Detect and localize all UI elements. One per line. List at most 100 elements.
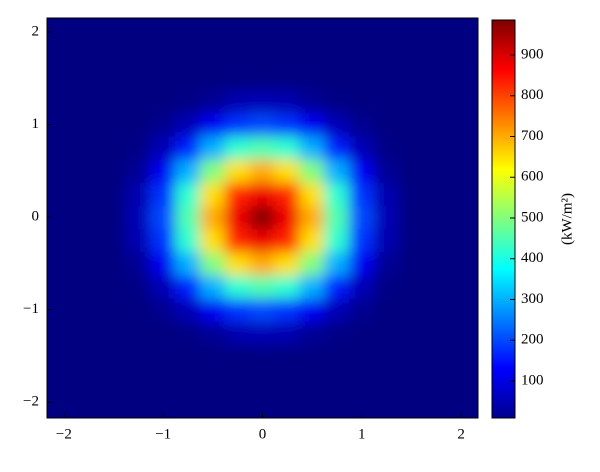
heatmap-cell xyxy=(423,205,450,230)
heatmap-cell xyxy=(150,66,177,91)
heatmap-cell xyxy=(125,228,152,253)
heatmap-cell xyxy=(348,228,375,253)
colorbar-tick-label: 800 xyxy=(521,87,544,103)
heatmap-cell xyxy=(274,390,301,415)
heatmap-cell xyxy=(398,320,425,345)
heatmap-cell xyxy=(100,112,127,137)
heatmap-cell xyxy=(423,112,450,137)
heatmap-cell xyxy=(75,343,102,369)
heatmap-cell xyxy=(75,274,102,299)
heatmap-cell xyxy=(324,19,350,44)
colorbar-tick-label: 400 xyxy=(521,250,544,266)
heatmap-cell xyxy=(373,274,400,299)
heatmap-cell xyxy=(448,205,475,230)
heatmap-cell xyxy=(199,19,226,44)
heatmap-cell xyxy=(398,297,425,322)
colorbar-label: (kW/m²) xyxy=(559,193,575,245)
heatmap-cell xyxy=(274,89,301,114)
heatmap-cell xyxy=(150,112,177,137)
heatmap-cell xyxy=(398,135,425,160)
heatmap-cell xyxy=(125,343,152,369)
heatmap-cell xyxy=(150,181,177,206)
heatmap-cell xyxy=(423,390,450,415)
heatmap-cell xyxy=(373,228,400,253)
heatmap-cell xyxy=(324,228,350,253)
heatmap-cell xyxy=(175,205,201,230)
heatmap-cell xyxy=(299,89,326,114)
heatmap-cell xyxy=(175,367,201,392)
y-tick-label: −2 xyxy=(23,394,39,410)
heatmap-cell xyxy=(299,251,326,276)
heatmap-cell xyxy=(299,205,326,230)
heatmap-cell xyxy=(423,320,450,345)
heatmap-cell xyxy=(50,343,77,369)
heatmap-cell xyxy=(324,66,350,91)
heatmap-cell xyxy=(50,158,77,183)
heatmap-cell xyxy=(224,297,251,322)
heatmap-cell xyxy=(100,297,127,322)
heatmap-cell xyxy=(75,42,102,68)
heatmap-cell xyxy=(175,274,201,299)
heatmap-cell xyxy=(249,135,276,160)
heatmap-cell xyxy=(299,297,326,322)
heatmap-cell xyxy=(373,112,400,137)
heatmap-cell xyxy=(448,343,475,369)
heatmap-cell xyxy=(274,228,301,253)
heatmap-cell xyxy=(373,297,400,322)
heatmap-cell xyxy=(249,112,276,137)
heatmap-cell xyxy=(423,228,450,253)
heatmap-cell xyxy=(100,205,127,230)
heatmap-cell xyxy=(224,367,251,392)
colorbar-tick-label: 700 xyxy=(521,128,544,144)
heatmap-cell xyxy=(373,390,400,415)
heatmap-cell xyxy=(299,390,326,415)
heatmap-cell xyxy=(100,66,127,91)
heatmap-cell xyxy=(199,112,226,137)
heatmap-cell xyxy=(50,181,77,206)
heatmap-cell xyxy=(448,297,475,322)
heatmap-cell xyxy=(398,181,425,206)
heatmap-cell xyxy=(75,181,102,206)
heatmap-cell xyxy=(150,251,177,276)
heatmap-cell xyxy=(398,367,425,392)
heatmap-cell xyxy=(373,181,400,206)
heatmap-cell xyxy=(224,274,251,299)
heatmap-cell xyxy=(398,42,425,68)
heatmap-cell xyxy=(249,297,276,322)
heatmap-cell xyxy=(125,390,152,415)
heatmap-cell xyxy=(75,390,102,415)
heatmap-cell xyxy=(299,343,326,369)
heatmap-cell xyxy=(100,228,127,253)
heatmap-cell xyxy=(448,42,475,68)
heatmap-cell xyxy=(373,251,400,276)
heatmap-cell xyxy=(373,19,400,44)
heatmap-cell xyxy=(249,66,276,91)
heatmap-cell xyxy=(448,112,475,137)
heatmap-cell xyxy=(125,297,152,322)
heatmap-cell xyxy=(274,274,301,299)
heatmap-cell xyxy=(348,19,375,44)
heatmap-cell xyxy=(199,89,226,114)
heatmap-cell xyxy=(423,251,450,276)
heatmap-cell xyxy=(249,205,276,230)
heatmap-cell xyxy=(448,367,475,392)
heatmap-cell xyxy=(299,181,326,206)
heatmap-cell xyxy=(100,19,127,44)
heatmap-cell xyxy=(224,42,251,68)
heatmap-cell xyxy=(125,251,152,276)
heatmap-cell xyxy=(249,181,276,206)
heatmap-cell xyxy=(125,19,152,44)
heatmap-cell xyxy=(324,181,350,206)
heatmap-cell xyxy=(348,89,375,114)
heatmap-cell xyxy=(348,158,375,183)
heatmap-cell xyxy=(249,320,276,345)
heatmap-cell xyxy=(249,343,276,369)
heatmap-cell xyxy=(199,274,226,299)
heatmap-cell xyxy=(274,66,301,91)
colorbar-tick-label: 500 xyxy=(521,209,544,225)
heatmap-cell xyxy=(249,367,276,392)
heatmap-cell xyxy=(398,66,425,91)
heatmap-cell xyxy=(199,251,226,276)
heatmap-cell xyxy=(299,66,326,91)
